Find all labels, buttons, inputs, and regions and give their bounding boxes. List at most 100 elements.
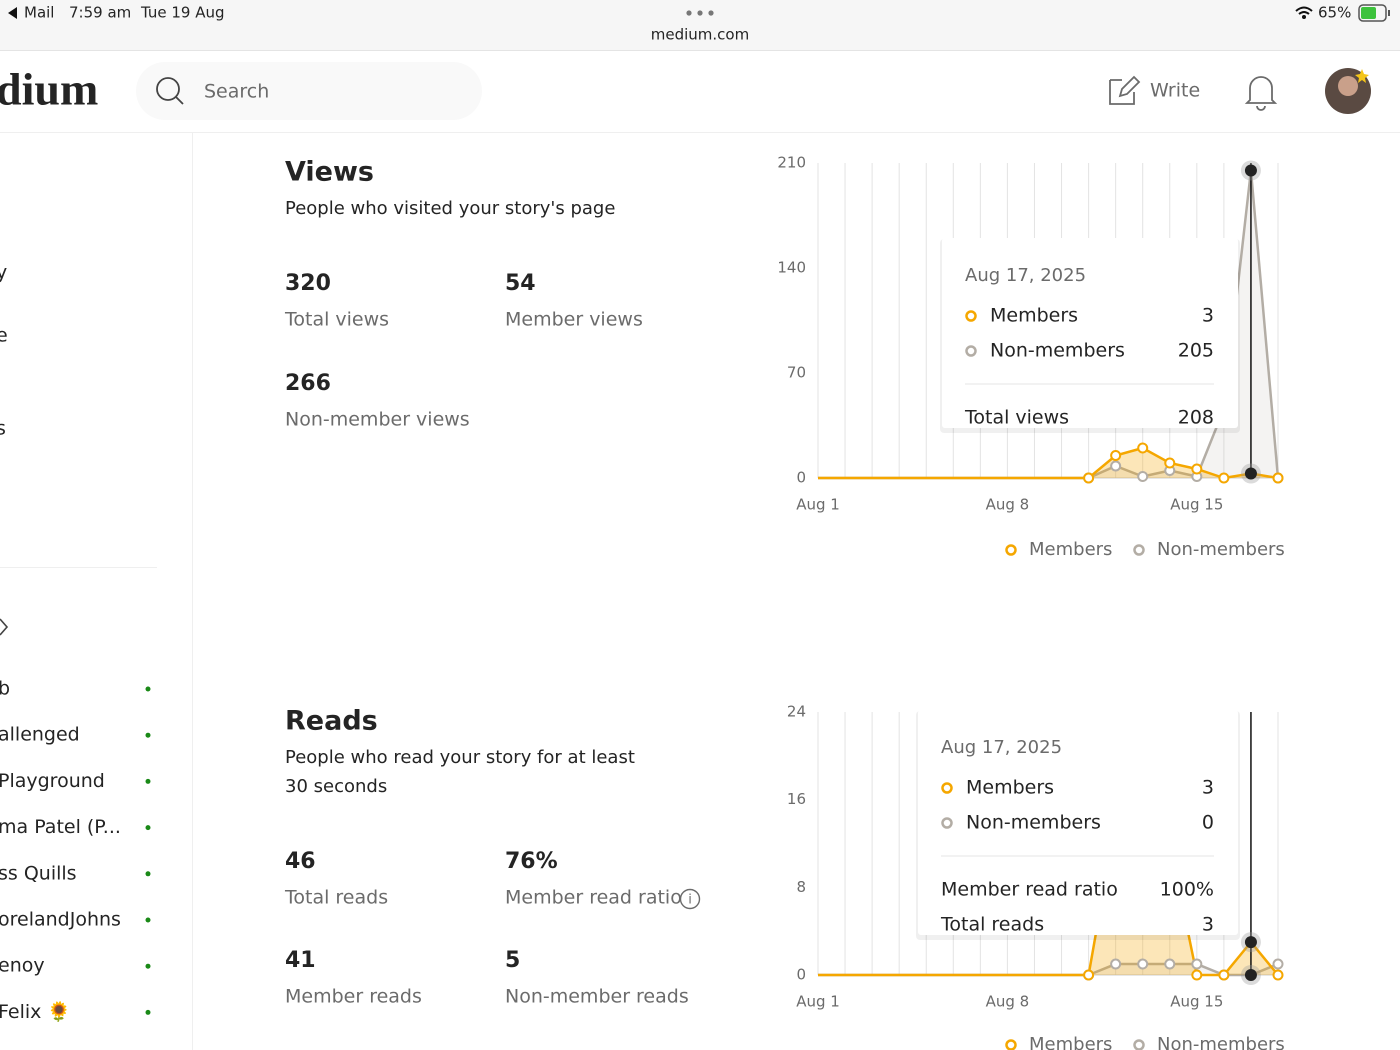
stat-label: Member views	[505, 309, 643, 331]
y-tick-label: 24	[787, 703, 806, 721]
following-item[interactable]: b	[0, 678, 10, 700]
stat-value: 41	[285, 948, 316, 973]
chevron[interactable]	[0, 618, 9, 636]
stat-value: 54	[505, 271, 536, 296]
following-item[interactable]: ss Quills	[0, 862, 77, 884]
stat-value: 76%	[505, 849, 558, 874]
search-icon-handle	[175, 96, 184, 105]
nav-item[interactable]: e	[0, 325, 8, 347]
following-item[interactable]: Felix 🌻	[0, 1000, 71, 1023]
nav-item[interactable]: s	[0, 418, 6, 440]
data-point	[1110, 958, 1122, 970]
hover-point	[1244, 969, 1257, 981]
data-point	[1218, 472, 1230, 484]
legend-label: Non-members	[1157, 1034, 1285, 1050]
stat-value: 5	[505, 948, 520, 973]
stats: 320 Total views 54 Member views 266 Non-membe…	[284, 271, 643, 431]
x-tick-label: Aug 8	[986, 993, 1030, 1011]
tooltip-value: 208	[1178, 407, 1214, 429]
time: 7:59 am	[69, 4, 131, 22]
following-item[interactable]: allenged	[0, 724, 80, 746]
tooltip	[918, 710, 1238, 935]
tooltip-marker	[941, 817, 953, 829]
stat-value: 320	[285, 271, 331, 296]
search-box[interactable]	[136, 62, 482, 120]
x-tick-label: Aug 1	[796, 993, 840, 1011]
search-placeholder[interactable]: Search	[204, 81, 269, 103]
write-icon[interactable]	[1109, 75, 1141, 105]
charts: Aug 1 Aug 8 Aug 15 0 70 140 210 Members Non-memb…	[777, 154, 1285, 1050]
stat-label: Member read ratio	[505, 887, 682, 909]
nav-item[interactable]: y	[0, 262, 7, 284]
new-dot	[145, 871, 151, 877]
stat-label: Total views	[284, 309, 389, 331]
new-dot	[145, 778, 151, 784]
hover-point	[1244, 936, 1257, 949]
section-title: Views	[285, 157, 374, 188]
tooltip-date: Aug 17, 2025	[941, 737, 1062, 758]
data-point	[1164, 457, 1176, 469]
back-app[interactable]: Mail	[24, 4, 54, 22]
notifications-icon[interactable]	[1244, 76, 1278, 111]
legend-marker	[1005, 1039, 1017, 1050]
tooltip-label: Members	[990, 305, 1078, 327]
wifi-dot	[1302, 15, 1306, 19]
info-icon[interactable]	[679, 888, 701, 910]
new-dot	[145, 825, 151, 831]
data-point	[1191, 463, 1203, 475]
following-item[interactable]: orelandJohns	[0, 909, 121, 931]
y-tick-label: 70	[787, 364, 806, 382]
data-point	[1083, 472, 1095, 484]
following-item[interactable]: enoy	[0, 955, 45, 977]
tooltip-value: 3	[1202, 777, 1214, 799]
data-point	[1218, 969, 1230, 981]
data-point	[1191, 969, 1203, 981]
tooltip-value: 0	[1202, 812, 1214, 834]
write-button[interactable]: Write	[1150, 80, 1200, 102]
series-area	[818, 964, 1278, 975]
data-point	[1137, 442, 1149, 454]
legend-marker	[1133, 544, 1145, 556]
tooltip-marker	[941, 782, 953, 794]
y-tick-label: 16	[787, 790, 806, 808]
logo[interactable]: dium	[0, 64, 98, 115]
legend-marker	[1133, 1039, 1145, 1050]
stats: 46 Total reads 76% Member read ratio 41 Membe…	[284, 849, 689, 1008]
search-icon	[156, 77, 180, 101]
stat-label: Total reads	[284, 887, 388, 909]
more-dots[interactable]	[686, 10, 714, 16]
tooltip-value: 3	[1202, 914, 1214, 936]
tooltip-marker	[965, 310, 977, 322]
x-tick-label: Aug 8	[986, 496, 1030, 514]
info-icon-glyph[interactable]: i	[688, 893, 692, 908]
back-icon[interactable]	[8, 7, 17, 19]
tooltip-value: 205	[1178, 340, 1214, 362]
y-tick-label: 0	[796, 966, 806, 984]
stat-value: 266	[285, 371, 331, 396]
new-dot	[145, 732, 151, 738]
data-point	[1272, 969, 1284, 981]
tooltip-value: 3	[1202, 305, 1214, 327]
new-dot	[145, 686, 151, 692]
data-point	[1110, 460, 1122, 472]
new-dot	[145, 963, 151, 969]
section-subtitle: People who read your story for at least …	[285, 747, 635, 797]
section-title: Reads	[285, 706, 378, 737]
date: Tue 19 Aug	[140, 4, 225, 22]
stat-label: Non-member reads	[505, 986, 689, 1008]
hover-point	[1244, 467, 1257, 480]
following-item[interactable]: Playground	[0, 770, 105, 792]
data-point	[1110, 450, 1122, 461]
y-tick-label: 0	[796, 469, 806, 487]
url[interactable]: medium.com	[651, 26, 749, 44]
data-point	[1272, 958, 1284, 970]
data-point	[1272, 472, 1284, 484]
series-area	[818, 170, 1278, 478]
tooltip-label: Non-members	[966, 812, 1101, 834]
new-dot	[145, 1009, 151, 1015]
tooltip-label: Members	[966, 777, 1054, 799]
stat-value: 46	[285, 849, 316, 874]
following-item[interactable]: ma Patel (P...	[0, 816, 121, 838]
